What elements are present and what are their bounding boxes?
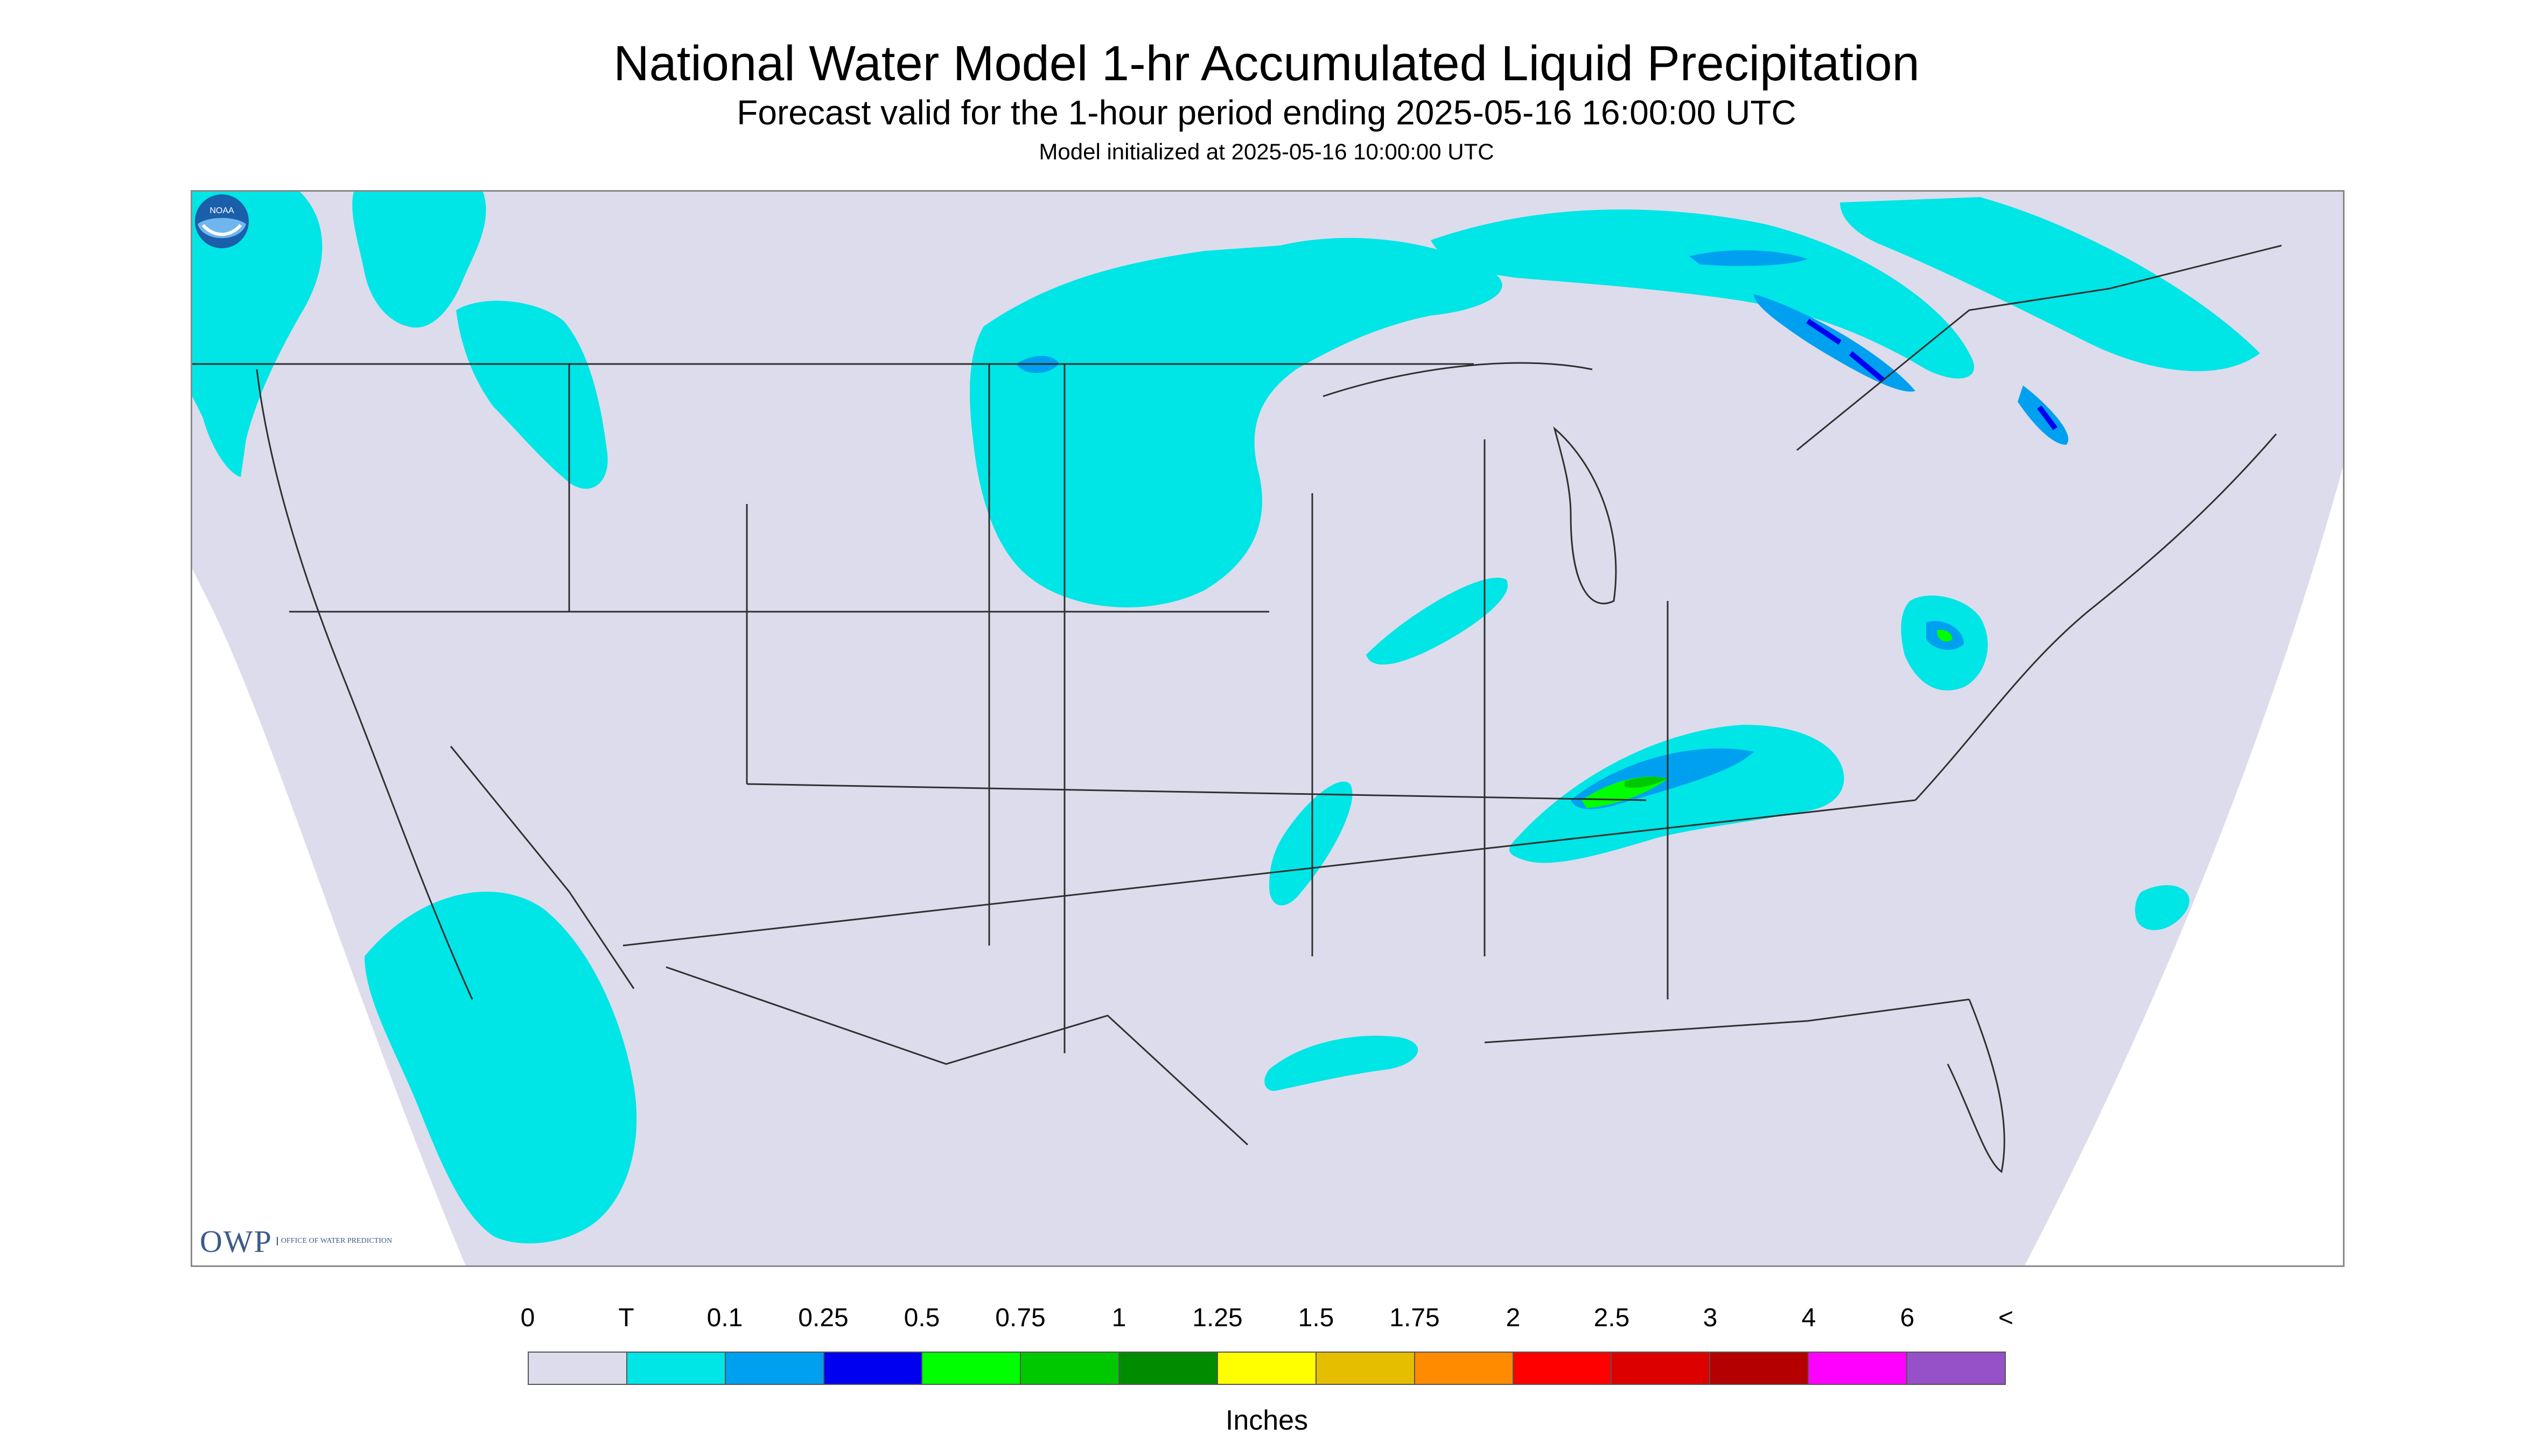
precip-area-upper-midwest-canada (1431, 209, 1974, 379)
legend-units-label: Inches (1225, 1405, 1309, 1436)
legend-tick-label: 6 (1900, 1304, 1915, 1332)
legend-color-bar (528, 1352, 2006, 1385)
st-lawrence-border (1796, 244, 2282, 451)
map-subtitle: Forecast valid for the 1-hour period end… (737, 93, 1796, 132)
lake-michigan (1553, 426, 1617, 605)
atlantic-coastline (1914, 433, 2277, 801)
precip-core-pennsylvania-max (1937, 629, 1953, 642)
legend-swatch (1218, 1353, 1317, 1384)
precip-area-north-central (970, 237, 1502, 608)
precip-area-gulf-coast (1264, 1035, 1418, 1091)
legend-swatch (922, 1353, 1021, 1384)
owp-logo-subtext: Office of Water Prediction (276, 1237, 392, 1245)
model-init-time: Model initialized at 2025-05-16 10:00:00… (1039, 139, 1494, 164)
legend-tick-label: 2 (1506, 1304, 1521, 1332)
precip-area-idaho-montana (352, 192, 486, 328)
precip-heavy-ontario-1 (1806, 318, 1842, 345)
noaa-logo-text: NOAA (209, 206, 234, 215)
color-legend: 0 T 0.1 0.25 0.5 0.75 1 1.25 1.5 1.75 2 2.5 3 4 6 < Inc… (521, 1303, 2013, 1436)
legend-tick-label: 0.75 (995, 1304, 1046, 1332)
legend-tick-label: 1.25 (1192, 1304, 1243, 1332)
precip-core-superior (1689, 250, 1808, 266)
legend-swatch (824, 1353, 923, 1384)
owp-logo: OWP Office of Water Prediction (200, 1222, 392, 1260)
pacific-coastline (256, 369, 473, 1000)
legend-tick-label: < (1998, 1304, 2014, 1332)
legend-tick-label: 0.5 (904, 1304, 940, 1332)
legend-swatch (1809, 1353, 1908, 1384)
precip-core-tennessee-max (1625, 776, 1668, 788)
florida-peninsula (1947, 999, 2005, 1173)
legend-swatch (627, 1353, 726, 1384)
boundary-line-35n (622, 799, 1916, 947)
legend-swatch (1316, 1353, 1415, 1384)
legend-swatch (1612, 1353, 1711, 1384)
precip-area-atlantic (2135, 885, 2189, 930)
precip-area-iowa-band (1366, 577, 1508, 665)
legend-tick-label: 0 (520, 1304, 535, 1332)
legend-tick-label: 3 (1703, 1304, 1718, 1332)
precip-area-ohio-valley (1509, 725, 1844, 863)
legend-swatch (1513, 1353, 1612, 1384)
lake-superior-shore (1323, 362, 1593, 397)
precip-moderate-areas (1016, 250, 2068, 809)
legend-tick-label: 1 (1111, 1304, 1126, 1332)
legend-swatch (529, 1353, 627, 1384)
gulf-coastline (1484, 998, 1970, 1044)
precip-trace-areas (192, 192, 2260, 1244)
precip-area-baja-pacific (365, 892, 637, 1244)
noaa-logo: NOAA (195, 194, 249, 248)
precip-area-pacific-northwest (192, 192, 323, 477)
legend-tick-label: 4 (1801, 1304, 1816, 1332)
precip-heavy-ontario-2 (1849, 351, 1885, 382)
boundary-nevada-california (450, 746, 635, 989)
legend-tick-label: 1.5 (1298, 1304, 1334, 1332)
legend-tick-label: 0.1 (706, 1304, 743, 1332)
precip-core-ontario-band (1754, 294, 1915, 392)
border-us-mexico (666, 966, 1249, 1146)
legend-swatch (1415, 1353, 1514, 1384)
map-domain (192, 192, 2343, 1265)
legend-tick-label: 2.5 (1593, 1304, 1630, 1332)
precip-heavy-quebec (2037, 405, 2058, 430)
map-canvas (192, 192, 2343, 1265)
precip-area-quebec (1840, 197, 2260, 372)
political-boundaries (192, 244, 2282, 1173)
legend-swatch (1907, 1353, 2005, 1384)
map-title: National Water Model 1-hr Accumulated Li… (613, 36, 1920, 91)
legend-swatch (1119, 1353, 1219, 1384)
boundary-line-37n (746, 783, 1647, 801)
legend-swatch (725, 1353, 824, 1384)
legend-tick-label: 1.75 (1389, 1304, 1440, 1332)
legend-tick-label: 0.25 (798, 1304, 849, 1332)
legend-tick-label: T (618, 1304, 634, 1332)
precipitation-map: OWP Office of Water Prediction NOAA (191, 190, 2345, 1267)
legend-swatch (1021, 1353, 1120, 1384)
owp-logo-text: OWP (200, 1223, 272, 1259)
legend-swatch (1710, 1353, 1809, 1384)
precip-area-oklahoma-arkansas (1269, 781, 1353, 906)
